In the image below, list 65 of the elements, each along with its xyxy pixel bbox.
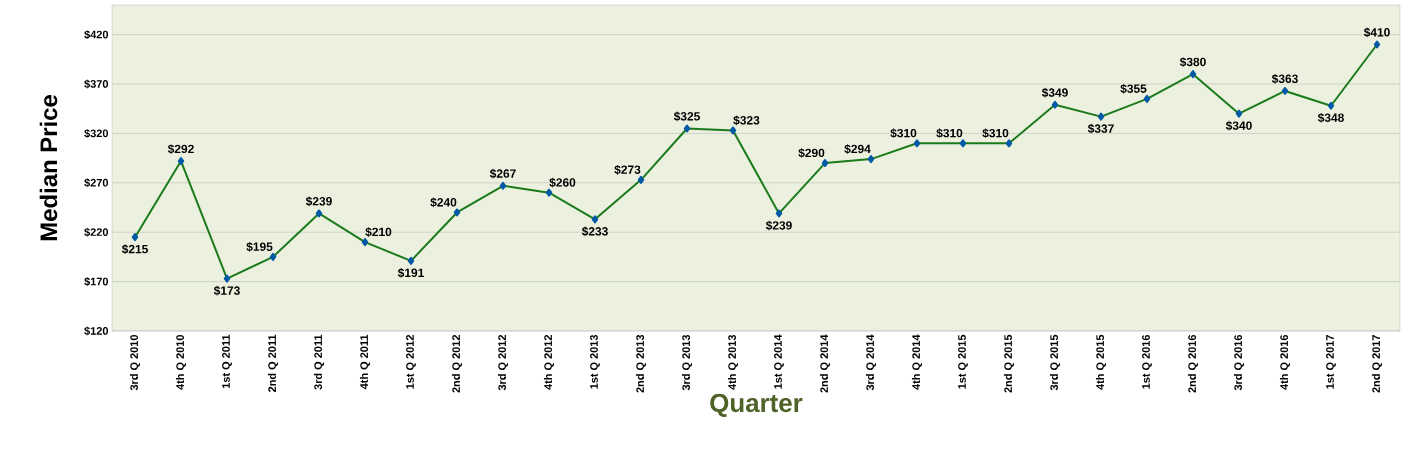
data-label: $260 [549,177,576,188]
data-label: $325 [673,111,700,122]
x-tick-label: 1st Q 2015 [958,334,968,389]
x-axis-title: Quarter [710,393,803,418]
data-label: $195 [246,241,273,252]
x-tick-label: 4th Q 2015 [1095,334,1107,390]
data-label: $410 [1363,27,1390,38]
x-tick-label: 2nd Q 2011 [267,334,279,393]
x-tick-label: 4th Q 2012 [543,334,555,390]
x-tick-label: 2nd Q 2015 [1003,334,1015,393]
x-tick-label: 4th Q 2014 [911,334,923,390]
data-label: $273 [614,164,641,175]
data-label: $294 [844,144,871,154]
y-tick-label: $220 [84,227,109,237]
data-label: $337 [1087,123,1114,134]
y-tick-label: $120 [84,326,109,336]
y-tick-label: $420 [84,30,109,40]
data-label: $363 [1271,73,1298,84]
x-tick-label: 1st Q 2013 [590,334,600,389]
data-label: $239 [765,220,792,231]
x-tick-label: 2nd Q 2014 [819,334,831,393]
x-tick-label: 4th Q 2010 [175,334,187,390]
data-label: $240 [430,197,457,208]
data-label: $348 [1317,112,1344,123]
x-tick-label: 1st Q 2017 [1326,335,1336,389]
x-tick-label: 4th Q 2016 [1279,334,1291,390]
y-axis-title: Median Price [39,95,58,241]
data-label: $210 [365,227,392,237]
x-tick-label: 3rd Q 2016 [1233,334,1245,391]
x-tick-label: 3rd Q 2013 [681,334,693,391]
x-tick-label: 1st Q 2012 [406,334,416,389]
x-tick-label: 1st Q 2011 [222,334,232,389]
data-label: $323 [733,115,760,126]
data-label: $290 [798,148,825,158]
x-tick-label: 2nd Q 2012 [451,334,463,393]
y-tick-label: $320 [84,128,109,138]
data-label: $233 [581,226,608,237]
x-tick-label: 3rd Q 2014 [865,334,877,391]
data-label: $380 [1179,57,1206,67]
data-label: $292 [167,144,194,154]
x-tick-label: 4th Q 2013 [727,334,739,390]
x-tick-label: 3rd Q 2011 [313,334,325,390]
data-label: $173 [213,285,240,296]
x-tick-label: 3rd Q 2015 [1049,334,1061,391]
data-label: $215 [121,244,148,255]
x-tick-label: 3rd Q 2010 [129,334,141,391]
data-label: $191 [397,268,424,278]
data-label: $340 [1225,120,1252,131]
data-label: $349 [1041,87,1068,98]
data-label: $267 [489,168,516,179]
y-tick-label: $270 [84,178,109,188]
x-tick-label: 2nd Q 2016 [1187,334,1199,393]
x-tick-label: 3rd Q 2012 [497,334,509,391]
data-label: $239 [305,196,332,207]
x-tick-label: 1st Q 2016 [1142,334,1152,389]
data-label: $310 [890,128,917,139]
x-tick-label: 1st Q 2014 [774,334,784,389]
y-tick-label: $170 [84,277,109,287]
data-label: $310 [936,128,963,139]
x-tick-label: 4th Q 2011 [359,334,371,390]
x-tick-label: 2nd Q 2017 [1371,335,1383,393]
y-tick-label: $370 [84,79,109,89]
data-label: $310 [982,128,1009,139]
data-label: $355 [1120,83,1147,94]
x-tick-label: 2nd Q 2013 [635,334,647,393]
